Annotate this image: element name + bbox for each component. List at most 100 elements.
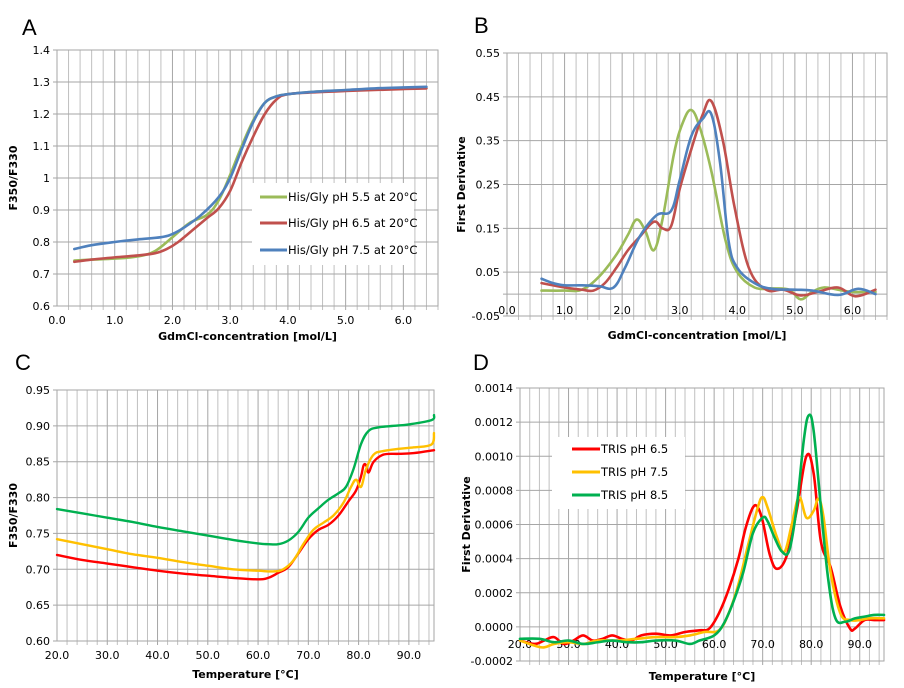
plot-b-x-ticks: 0.0 1.0 2.0 3.0 4.0 5.0 6.0 xyxy=(498,304,861,317)
x-tick-label: 20.0 xyxy=(45,649,70,662)
y-tick-label: 0.45 xyxy=(476,91,501,104)
series-line-his-gly-ph-6-5-at-20-c xyxy=(540,98,877,298)
legend-d-label: TRIS pH 6.5 xyxy=(600,442,668,456)
series-line-tris-ph-7-5 xyxy=(55,431,436,573)
y-tick-label: 1.4 xyxy=(33,44,51,57)
legend-a-item-0: His/Gly pH 5.5 at 20°C xyxy=(260,190,417,204)
series-line-his-gly-ph-7-5-at-20-c xyxy=(540,109,877,297)
y-tick-label: 0.65 xyxy=(26,599,51,612)
x-tick-label: 40.0 xyxy=(145,649,170,662)
plot-c-grid xyxy=(53,389,435,645)
plot-area-frame xyxy=(56,389,435,642)
y-tick-label: 0.0012 xyxy=(475,416,514,429)
legend-d-item-1: TRIS pH 7.5 xyxy=(572,465,668,479)
plot-d-y-axis-title: First Derivative xyxy=(460,476,473,572)
legend-a-label: His/Gly pH 5.5 at 20°C xyxy=(288,190,417,204)
panel-label-a: A xyxy=(22,15,37,40)
plot-a-legend: His/Gly pH 5.5 at 20°C His/Gly pH 6.5 at… xyxy=(252,183,417,265)
plot-c-x-axis-title: Temperature [°C] xyxy=(192,668,299,681)
panel-label-c: C xyxy=(15,350,31,375)
plot-b-series xyxy=(540,98,877,301)
y-tick-label: 0.15 xyxy=(476,222,501,235)
plot-area-frame xyxy=(56,49,439,307)
x-tick-label: 6.0 xyxy=(395,314,413,327)
plot-c-x-ticks: 20.0 30.0 40.0 50.0 60.0 70.0 80.0 90.0 xyxy=(45,649,421,662)
plot-area-frame xyxy=(519,387,885,662)
plot-c-y-ticks: 0.60 0.65 0.70 0.75 0.80 0.85 0.90 0.95 xyxy=(26,384,51,648)
x-tick-label: 30.0 xyxy=(95,649,120,662)
y-tick-label: 0.90 xyxy=(26,420,51,433)
legend-a-label: His/Gly pH 6.5 at 20°C xyxy=(288,216,417,230)
x-tick-label: 0.0 xyxy=(48,314,66,327)
y-tick-label: 0.0002 xyxy=(475,587,514,600)
y-tick-label: 0.0008 xyxy=(475,484,514,497)
legend-d-item-0: TRIS pH 6.5 xyxy=(572,442,668,456)
plot-d-x-axis-title: Temperature [°C] xyxy=(649,670,756,683)
panel-b: B -0.05 0.05 0.15 0.25 0.35 0.45 0.55 0.0 1.0 2.… xyxy=(455,13,888,342)
y-tick-label: 0.25 xyxy=(476,179,501,192)
panel-label-b: B xyxy=(474,13,489,38)
plot-b-grid xyxy=(503,52,888,320)
plot-b-x-axis-title: GdmCl-concentration [mol/L] xyxy=(608,329,787,342)
x-tick-label: 4.0 xyxy=(729,304,747,317)
y-tick-label: 0.60 xyxy=(26,635,51,648)
y-tick-label: 0.0004 xyxy=(475,553,514,566)
legend-a-item-2: His/Gly pH 7.5 at 20°C xyxy=(260,243,417,257)
plot-a-x-ticks: 0.0 1.0 2.0 3.0 4.0 5.0 6.0 xyxy=(48,314,412,327)
series-line-tris-ph-7-5 xyxy=(518,495,886,649)
legend-d-item-2: TRIS pH 8.5 xyxy=(572,488,668,502)
x-tick-label: 70.0 xyxy=(750,638,775,651)
x-tick-label: 70.0 xyxy=(296,649,321,662)
series-line-tris-ph-8-5 xyxy=(55,413,436,546)
legend-d-label: TRIS pH 7.5 xyxy=(600,465,668,479)
series-line-his-gly-ph-7-5-at-20-c xyxy=(73,85,428,251)
y-tick-label: 0.55 xyxy=(476,47,501,60)
y-tick-label: 0.6 xyxy=(33,300,51,313)
y-tick-label: 0.05 xyxy=(476,266,501,279)
y-tick-label: 0.8 xyxy=(33,236,51,249)
x-tick-label: 4.0 xyxy=(279,314,297,327)
panel-a: A 0.6 0.7 0.8 0.9 1 1.1 1.2 1.3 1.4 0.0 1.0 2.0 3.0… xyxy=(7,15,439,343)
panel-c: C 0.60 0.65 0.70 0.75 0.80 0.85 0.90 0.95 20.0 3… xyxy=(7,350,436,681)
y-tick-label: 0.9 xyxy=(33,204,51,217)
y-tick-label: 0.80 xyxy=(26,492,51,505)
x-tick-label: 3.0 xyxy=(671,304,689,317)
x-tick-label: 80.0 xyxy=(799,638,824,651)
x-tick-label: 2.0 xyxy=(164,314,182,327)
plot-d-legend: TRIS pH 6.5 TRIS pH 7.5 TRIS pH 8.5 xyxy=(552,437,685,509)
x-tick-label: 60.0 xyxy=(246,649,271,662)
plot-a-grid xyxy=(53,49,439,310)
x-tick-label: 2.0 xyxy=(613,304,631,317)
x-tick-label: 5.0 xyxy=(786,304,804,317)
y-tick-label: 0.0000 xyxy=(475,621,514,634)
y-tick-label: -0.0002 xyxy=(471,655,513,668)
y-tick-label: 0.0006 xyxy=(475,519,514,532)
x-tick-label: 1.0 xyxy=(556,304,574,317)
y-tick-label: -0.05 xyxy=(472,310,500,323)
y-tick-label: 0.70 xyxy=(26,563,51,576)
series-line-his-gly-ph-5-5-at-20-c xyxy=(540,108,877,301)
plot-b-y-axis-title: First Derivative xyxy=(455,136,468,232)
y-tick-label: 1.3 xyxy=(33,76,51,89)
plot-d-y-ticks: -0.0002 0.0000 0.0002 0.0004 0.0006 0.0008 0.0… xyxy=(471,382,513,668)
y-tick-label: 0.85 xyxy=(26,456,51,469)
y-tick-label: 0.0014 xyxy=(475,382,514,395)
y-tick-label: 0.7 xyxy=(33,268,51,281)
legend-d-label: TRIS pH 8.5 xyxy=(600,488,668,502)
x-tick-label: 50.0 xyxy=(196,649,221,662)
y-tick-label: 0.35 xyxy=(476,135,501,148)
plot-c-series xyxy=(55,413,436,581)
legend-a-label: His/Gly pH 7.5 at 20°C xyxy=(288,243,417,257)
plot-a-x-axis-title: GdmCl-concentration [mol/L] xyxy=(158,330,337,343)
x-tick-label: 90.0 xyxy=(847,638,872,651)
legend-a-item-1: His/Gly pH 6.5 at 20°C xyxy=(260,216,417,230)
x-tick-label: 60.0 xyxy=(702,638,727,651)
panel-d: D -0.0002 0.0000 0.0002 0.0004 0.0006 0.0008 0… xyxy=(460,350,886,683)
x-tick-label: 6.0 xyxy=(844,304,862,317)
plot-b-y-ticks: -0.05 0.05 0.15 0.25 0.35 0.45 0.55 xyxy=(472,47,500,323)
y-tick-label: 0.95 xyxy=(26,384,51,397)
x-tick-label: 3.0 xyxy=(221,314,239,327)
series-line-tris-ph-6-5 xyxy=(55,449,436,581)
plot-a-y-ticks: 0.6 0.7 0.8 0.9 1 1.1 1.2 1.3 1.4 xyxy=(33,44,51,313)
